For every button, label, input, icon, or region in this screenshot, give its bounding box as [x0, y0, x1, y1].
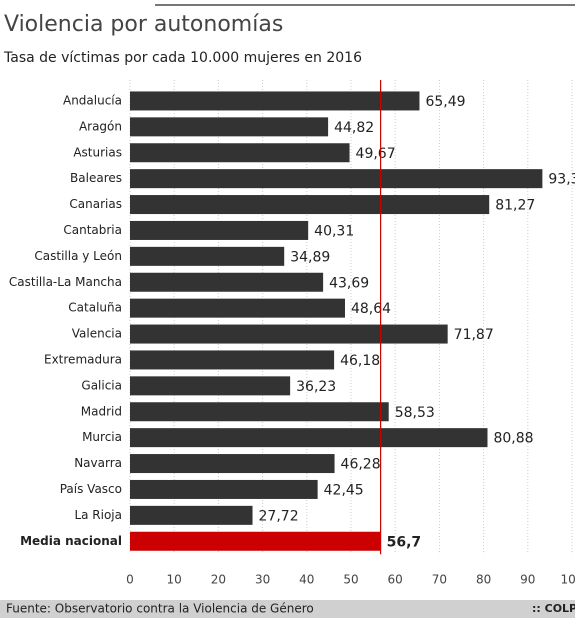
category-label: Aragón — [79, 119, 122, 133]
bar — [130, 402, 389, 422]
chart-title: Violencia por autonomías — [4, 12, 283, 37]
category-label: Valencia — [72, 327, 122, 341]
bar — [130, 324, 448, 344]
chart-subtitle: Tasa de víctimas por cada 10.000 mujeres… — [3, 50, 362, 66]
category-label: Cantabria — [63, 223, 122, 237]
x-tick-label: 90 — [520, 573, 535, 587]
x-tick-label: 60 — [388, 573, 403, 587]
category-label: Andalucía — [63, 93, 122, 107]
category-label: Castilla-La Mancha — [9, 275, 122, 289]
category-label: Extremadura — [44, 352, 122, 366]
value-label: 44,82 — [334, 120, 374, 136]
value-label: 46,18 — [340, 353, 380, 369]
bar — [130, 479, 318, 499]
value-label: 34,89 — [290, 249, 330, 265]
x-tick-label: 80 — [476, 573, 491, 587]
x-tick-label: 50 — [343, 573, 358, 587]
value-label: 71,87 — [454, 327, 494, 343]
x-tick-label: 30 — [255, 573, 270, 587]
bar — [130, 454, 335, 474]
footer-bar — [0, 600, 575, 618]
x-tick-label: 10 — [167, 573, 182, 587]
bar — [130, 505, 253, 525]
value-label: 65,49 — [425, 94, 465, 110]
category-label: Cataluña — [68, 301, 122, 315]
x-tick-label: 40 — [299, 573, 314, 587]
category-label: Madrid — [81, 404, 122, 418]
bar — [130, 220, 309, 240]
bar — [130, 298, 345, 318]
value-label: 42,45 — [324, 482, 364, 498]
category-label: Navarra — [74, 456, 122, 470]
bar — [130, 91, 420, 111]
bar — [130, 169, 543, 189]
value-label: 46,28 — [341, 457, 381, 473]
x-tick-label: 0 — [126, 573, 134, 587]
value-label: 48,64 — [351, 301, 391, 317]
value-label: 40,31 — [314, 223, 354, 239]
bar — [130, 350, 335, 370]
value-label: 80,88 — [493, 431, 533, 447]
category-label: La Rioja — [74, 508, 122, 522]
value-label: 81,27 — [495, 198, 535, 214]
credit: :: COLPISA — [532, 602, 575, 615]
category-label: Castilla y León — [34, 249, 122, 263]
bar — [130, 117, 329, 137]
bar — [130, 272, 324, 292]
value-label: 93,3 — [548, 172, 575, 188]
category-label: Canarias — [69, 197, 122, 211]
bar — [130, 246, 285, 266]
category-label: País Vasco — [60, 482, 122, 496]
value-label: 43,69 — [329, 275, 369, 291]
value-label: 36,23 — [296, 379, 336, 395]
reference-value-label: 56,7 — [387, 534, 422, 550]
category-label: Baleares — [70, 171, 122, 185]
category-label: Murcia — [82, 430, 122, 444]
bar — [130, 143, 350, 163]
value-label: 49,67 — [356, 146, 396, 162]
bar — [130, 428, 488, 448]
bar — [130, 376, 291, 396]
x-tick-label: 70 — [432, 573, 447, 587]
bar — [130, 531, 381, 551]
x-tick-label: 20 — [211, 573, 226, 587]
value-label: 27,72 — [259, 508, 299, 524]
source: Fuente: Observatorio contra la Violencia… — [6, 602, 314, 616]
value-label: 58,53 — [395, 405, 435, 421]
category-label: Asturias — [73, 145, 122, 159]
bar — [130, 195, 490, 215]
x-tick-label: 100 — [561, 573, 575, 587]
category-label: Galicia — [81, 378, 122, 392]
reference-label: Media nacional — [20, 534, 122, 548]
